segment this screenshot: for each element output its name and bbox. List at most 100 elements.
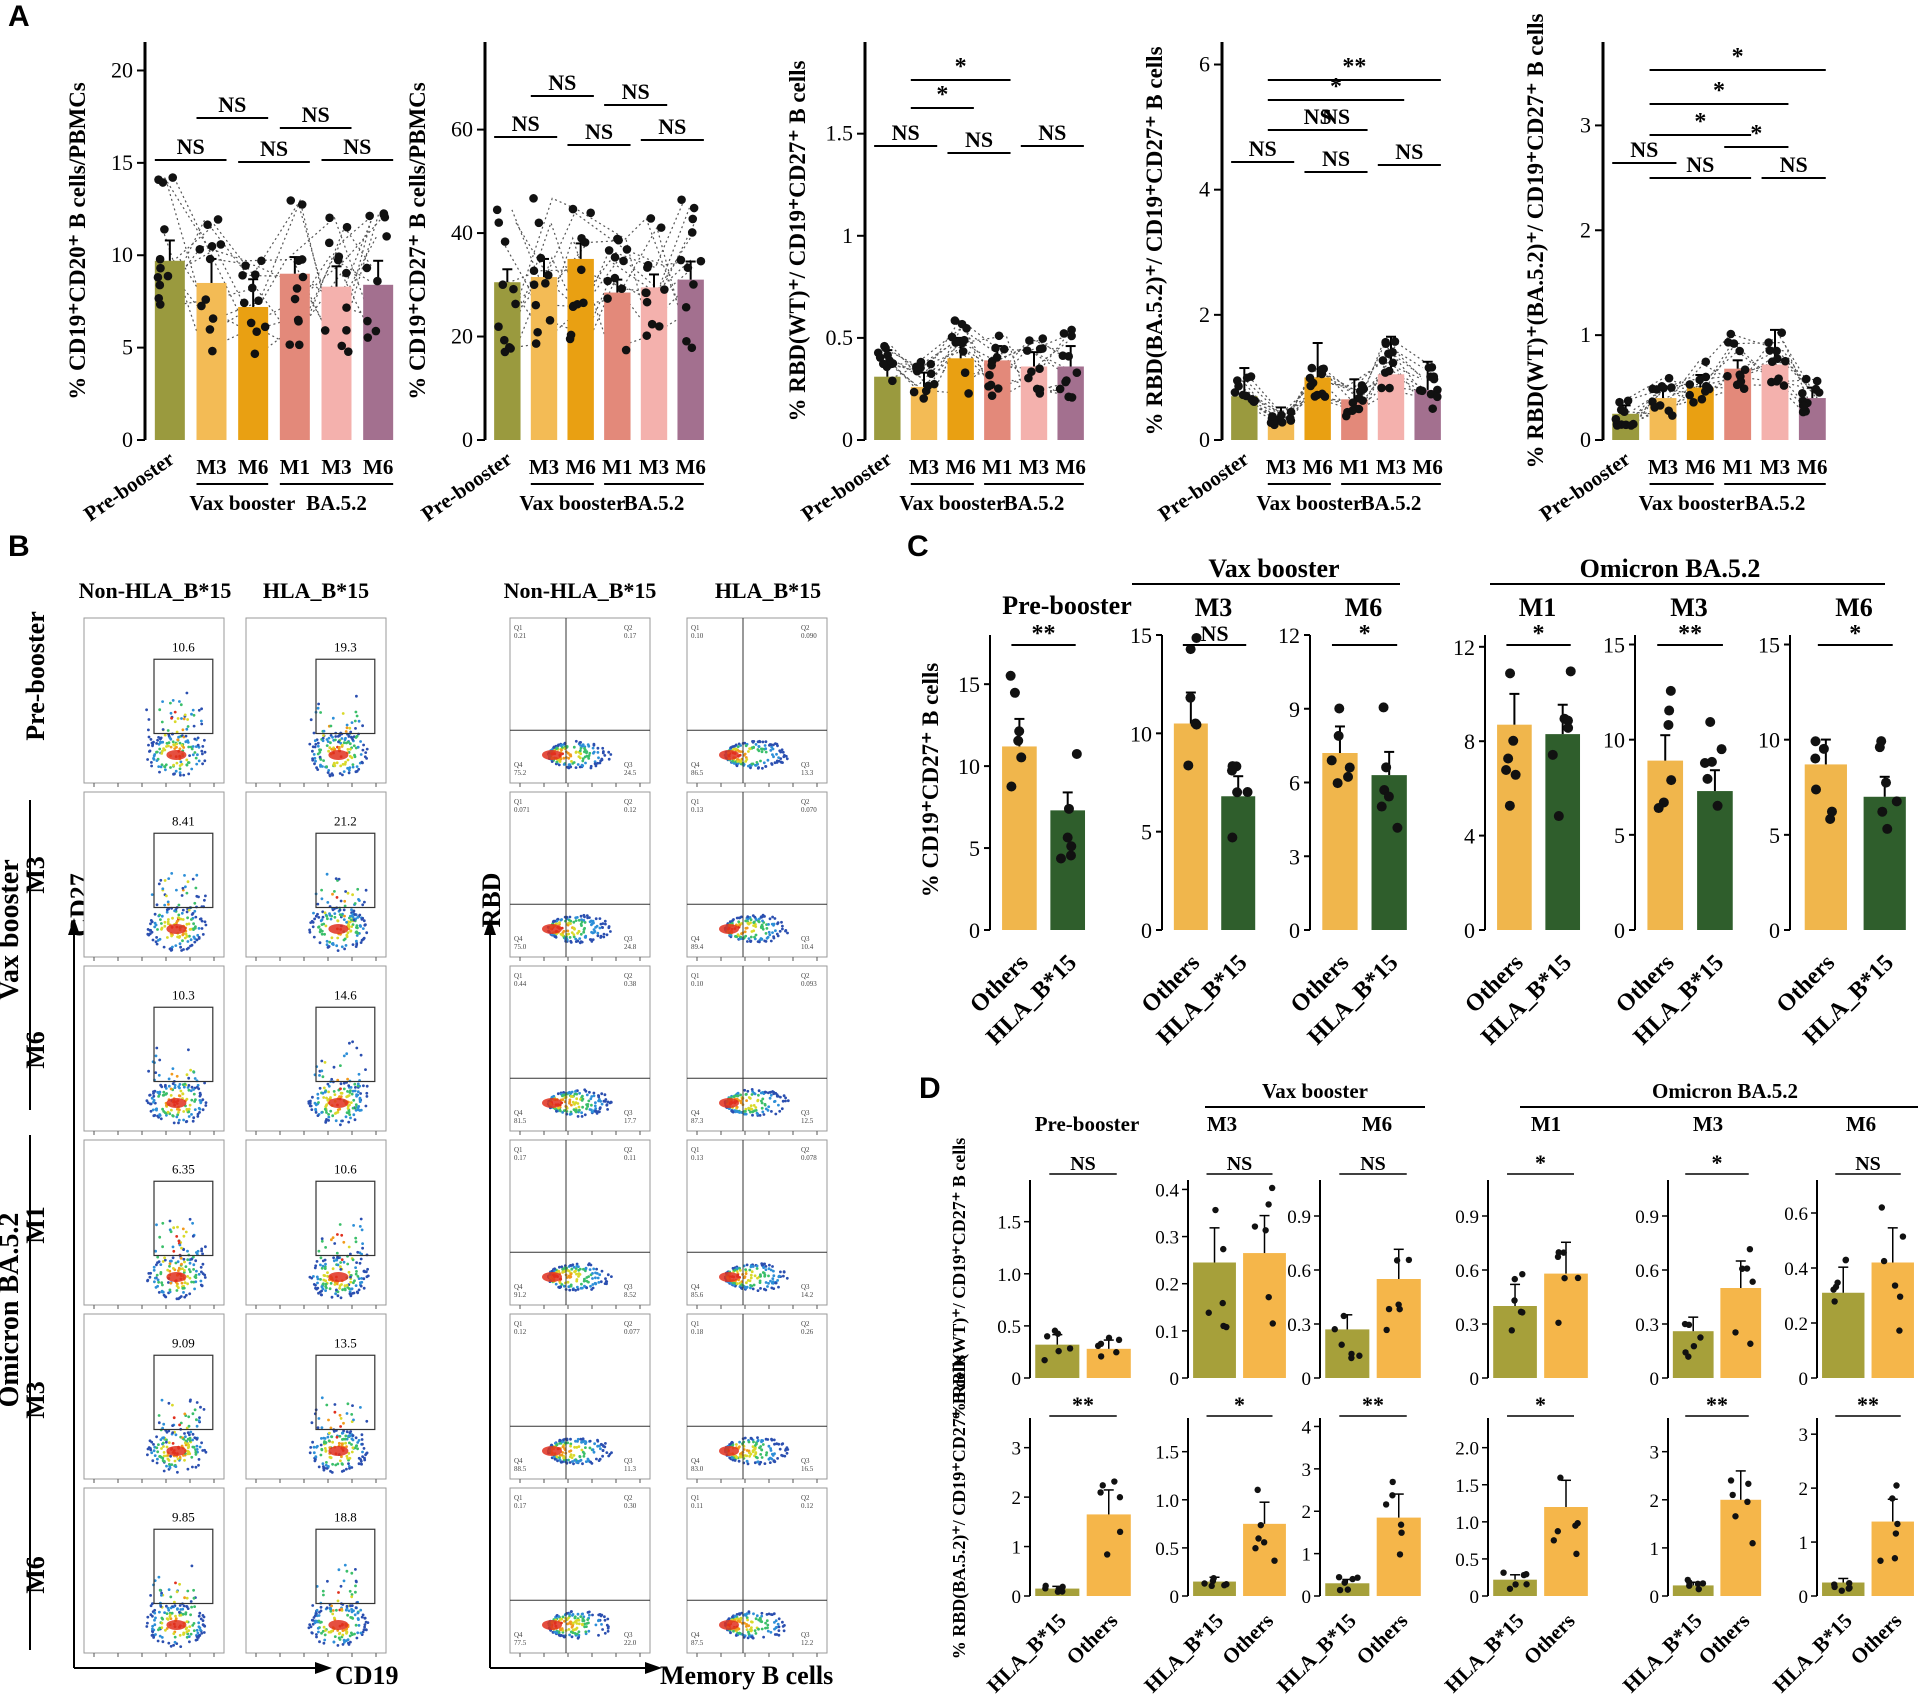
event-dot [340, 1233, 344, 1237]
event-dot [356, 1250, 360, 1254]
cd27-plot-r2-c0: 10.3 [83, 965, 225, 1135]
y-tick-label: 4 [1199, 177, 1210, 202]
event-dot [359, 1053, 363, 1057]
event-dot [171, 1067, 175, 1070]
event-dot [178, 1582, 182, 1586]
event-dot [762, 761, 766, 765]
event-dot [362, 1447, 366, 1450]
data-point [689, 280, 698, 289]
event-dot [308, 1623, 312, 1626]
event-dot [576, 1285, 579, 1289]
event-dot [167, 903, 170, 906]
event-dot [145, 1099, 149, 1103]
x-tick-label: M6 [1413, 455, 1443, 479]
event-dot [308, 742, 312, 746]
event-dot [771, 747, 775, 751]
plot-frame [509, 1139, 651, 1306]
event-dot [181, 1607, 185, 1611]
event-dot [186, 1589, 190, 1593]
event-dot [764, 750, 768, 754]
data-point [1415, 386, 1425, 395]
event-dot [365, 1628, 368, 1632]
event-dot [345, 1604, 349, 1608]
event-dot [749, 1104, 753, 1108]
event-dot [759, 759, 762, 763]
event-dot [337, 1591, 340, 1594]
data-point [533, 327, 542, 337]
event-dot [763, 1287, 766, 1291]
event-dot [186, 916, 190, 920]
event-dot [579, 922, 583, 926]
event-dot [345, 1430, 349, 1434]
event-dot [362, 1628, 366, 1632]
event-dot [364, 888, 368, 892]
data-point [325, 213, 334, 223]
event-dot [576, 763, 580, 766]
density-core [328, 1445, 349, 1456]
data-point [294, 256, 303, 266]
event-dot [203, 1624, 207, 1628]
density-core [328, 1097, 349, 1108]
event-dot [361, 1450, 364, 1454]
event-dot [599, 1099, 602, 1103]
event-dot [753, 920, 756, 924]
event-dot [345, 1283, 349, 1287]
event-dot [761, 1110, 765, 1114]
event-dot [591, 1277, 594, 1280]
x-tick-label: Pre-booster [417, 446, 516, 526]
event-dot [182, 1437, 186, 1441]
event-dot [194, 886, 198, 890]
event-dot [164, 1087, 168, 1090]
event-dot [346, 931, 350, 935]
event-dot [162, 1422, 166, 1426]
event-dot [200, 927, 204, 930]
event-dot [585, 751, 588, 755]
event-dot [167, 1084, 171, 1088]
event-dot [155, 903, 159, 907]
event-dot [321, 1091, 325, 1095]
event-dot [768, 933, 772, 937]
data-point [960, 368, 970, 378]
event-dot [179, 703, 183, 707]
event-dot [188, 1433, 191, 1437]
event-dot [596, 1276, 600, 1280]
event-dot [364, 1068, 367, 1071]
event-dot [736, 745, 740, 749]
event-dot [579, 1458, 583, 1462]
event-dot [187, 1268, 191, 1271]
event-dot [173, 1640, 177, 1644]
data-point [951, 338, 960, 347]
event-dot [203, 920, 207, 924]
event-dot [739, 1093, 742, 1097]
event-dot [158, 1114, 162, 1117]
event-dot [764, 1281, 768, 1284]
quadrant-name: Q3 [624, 761, 633, 769]
data-point [622, 245, 632, 254]
density-core [328, 1619, 349, 1630]
event-dot [761, 766, 764, 770]
pair-line [891, 340, 1079, 400]
event-dot [599, 1447, 602, 1451]
event-dot [348, 916, 351, 920]
event-dot [757, 919, 760, 923]
data-point [681, 302, 691, 312]
data-point [573, 299, 582, 309]
event-dot [603, 919, 607, 923]
event-dot [354, 1086, 357, 1089]
event-dot [314, 1283, 317, 1287]
density-core [166, 749, 187, 760]
event-dot [732, 1283, 736, 1287]
event-dot [161, 1640, 165, 1644]
y-axis-title: % CD19⁺CD27⁺ B cells/PBMCs [405, 82, 430, 400]
event-dot [576, 931, 579, 935]
significance-label: NS [260, 136, 288, 161]
event-dot [201, 1262, 205, 1266]
data-point [1246, 372, 1256, 381]
event-dot [755, 1111, 759, 1115]
event-dot [177, 913, 181, 917]
event-dot [754, 925, 758, 928]
event-dot [755, 1264, 759, 1268]
quadrant-name: Q1 [514, 1494, 523, 1502]
event-dot [200, 1247, 204, 1251]
event-dot [318, 1640, 321, 1644]
